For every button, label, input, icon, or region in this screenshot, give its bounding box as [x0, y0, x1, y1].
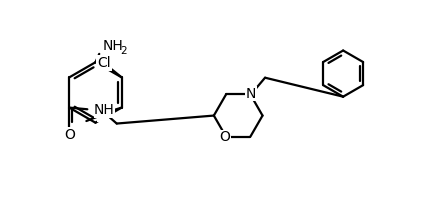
Text: Cl: Cl [97, 56, 111, 70]
Text: O: O [98, 107, 109, 121]
Text: O: O [220, 131, 230, 144]
Text: O: O [64, 128, 75, 142]
Text: NH: NH [94, 103, 115, 117]
Text: 2: 2 [120, 46, 127, 56]
Text: NH: NH [103, 39, 124, 53]
Text: N: N [246, 87, 256, 101]
